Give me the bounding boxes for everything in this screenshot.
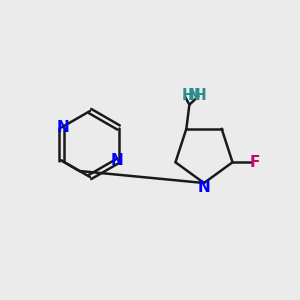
Text: H: H [182, 88, 194, 103]
Text: N: N [188, 88, 200, 103]
Text: N: N [111, 153, 124, 168]
Text: N: N [56, 120, 69, 135]
Text: H: H [194, 88, 206, 103]
Text: N: N [198, 180, 210, 195]
Text: F: F [250, 155, 260, 170]
